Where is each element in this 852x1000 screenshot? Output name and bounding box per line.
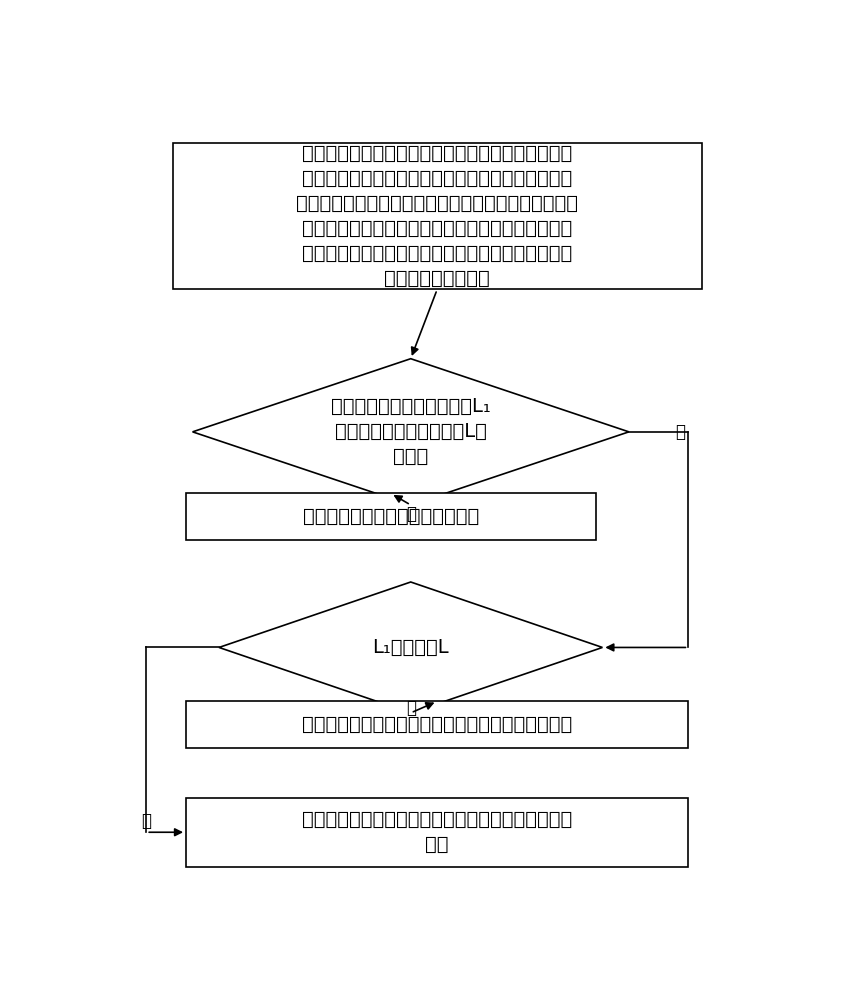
Text: 否: 否 [141,812,151,830]
Text: 朝向电池片的上述边缘的方向移动对应的互连结构件: 朝向电池片的上述边缘的方向移动对应的互连结构件 [302,715,572,734]
Text: 在电池片的厚度方向上的一侧表面上放置多个互连结
构件，并使每个互连结构件的对应第一焊盘的一端延
伸至超出第一焊盘的邻近电池片的边缘的一侧，其中，
每个互连结构件: 在电池片的厚度方向上的一侧表面上放置多个互连结 构件，并使每个互连结构件的对应第… [296,144,578,288]
Text: 是: 是 [406,505,415,523]
Text: 是: 是 [406,699,415,717]
Bar [186,701,688,748]
Bar [172,143,700,289]
Text: 否: 否 [675,423,684,441]
Polygon shape [193,359,628,505]
Text: 对应的互连结构件的位置保持不变: 对应的互连结构件的位置保持不变 [302,507,479,526]
Bar [186,493,595,540]
Text: 朝向远离电池片的上述边缘的方向移动对应的互连结
构件: 朝向远离电池片的上述边缘的方向移动对应的互连结 构件 [302,810,572,854]
Text: L₁是否小于L: L₁是否小于L [372,638,448,657]
Polygon shape [219,582,602,713]
Bar [186,798,688,867]
Text: 每个互连结构件的实际长度L₁
与互连结构件的理论长度L是
否相等: 每个互连结构件的实际长度L₁ 与互连结构件的理论长度L是 否相等 [331,397,490,466]
